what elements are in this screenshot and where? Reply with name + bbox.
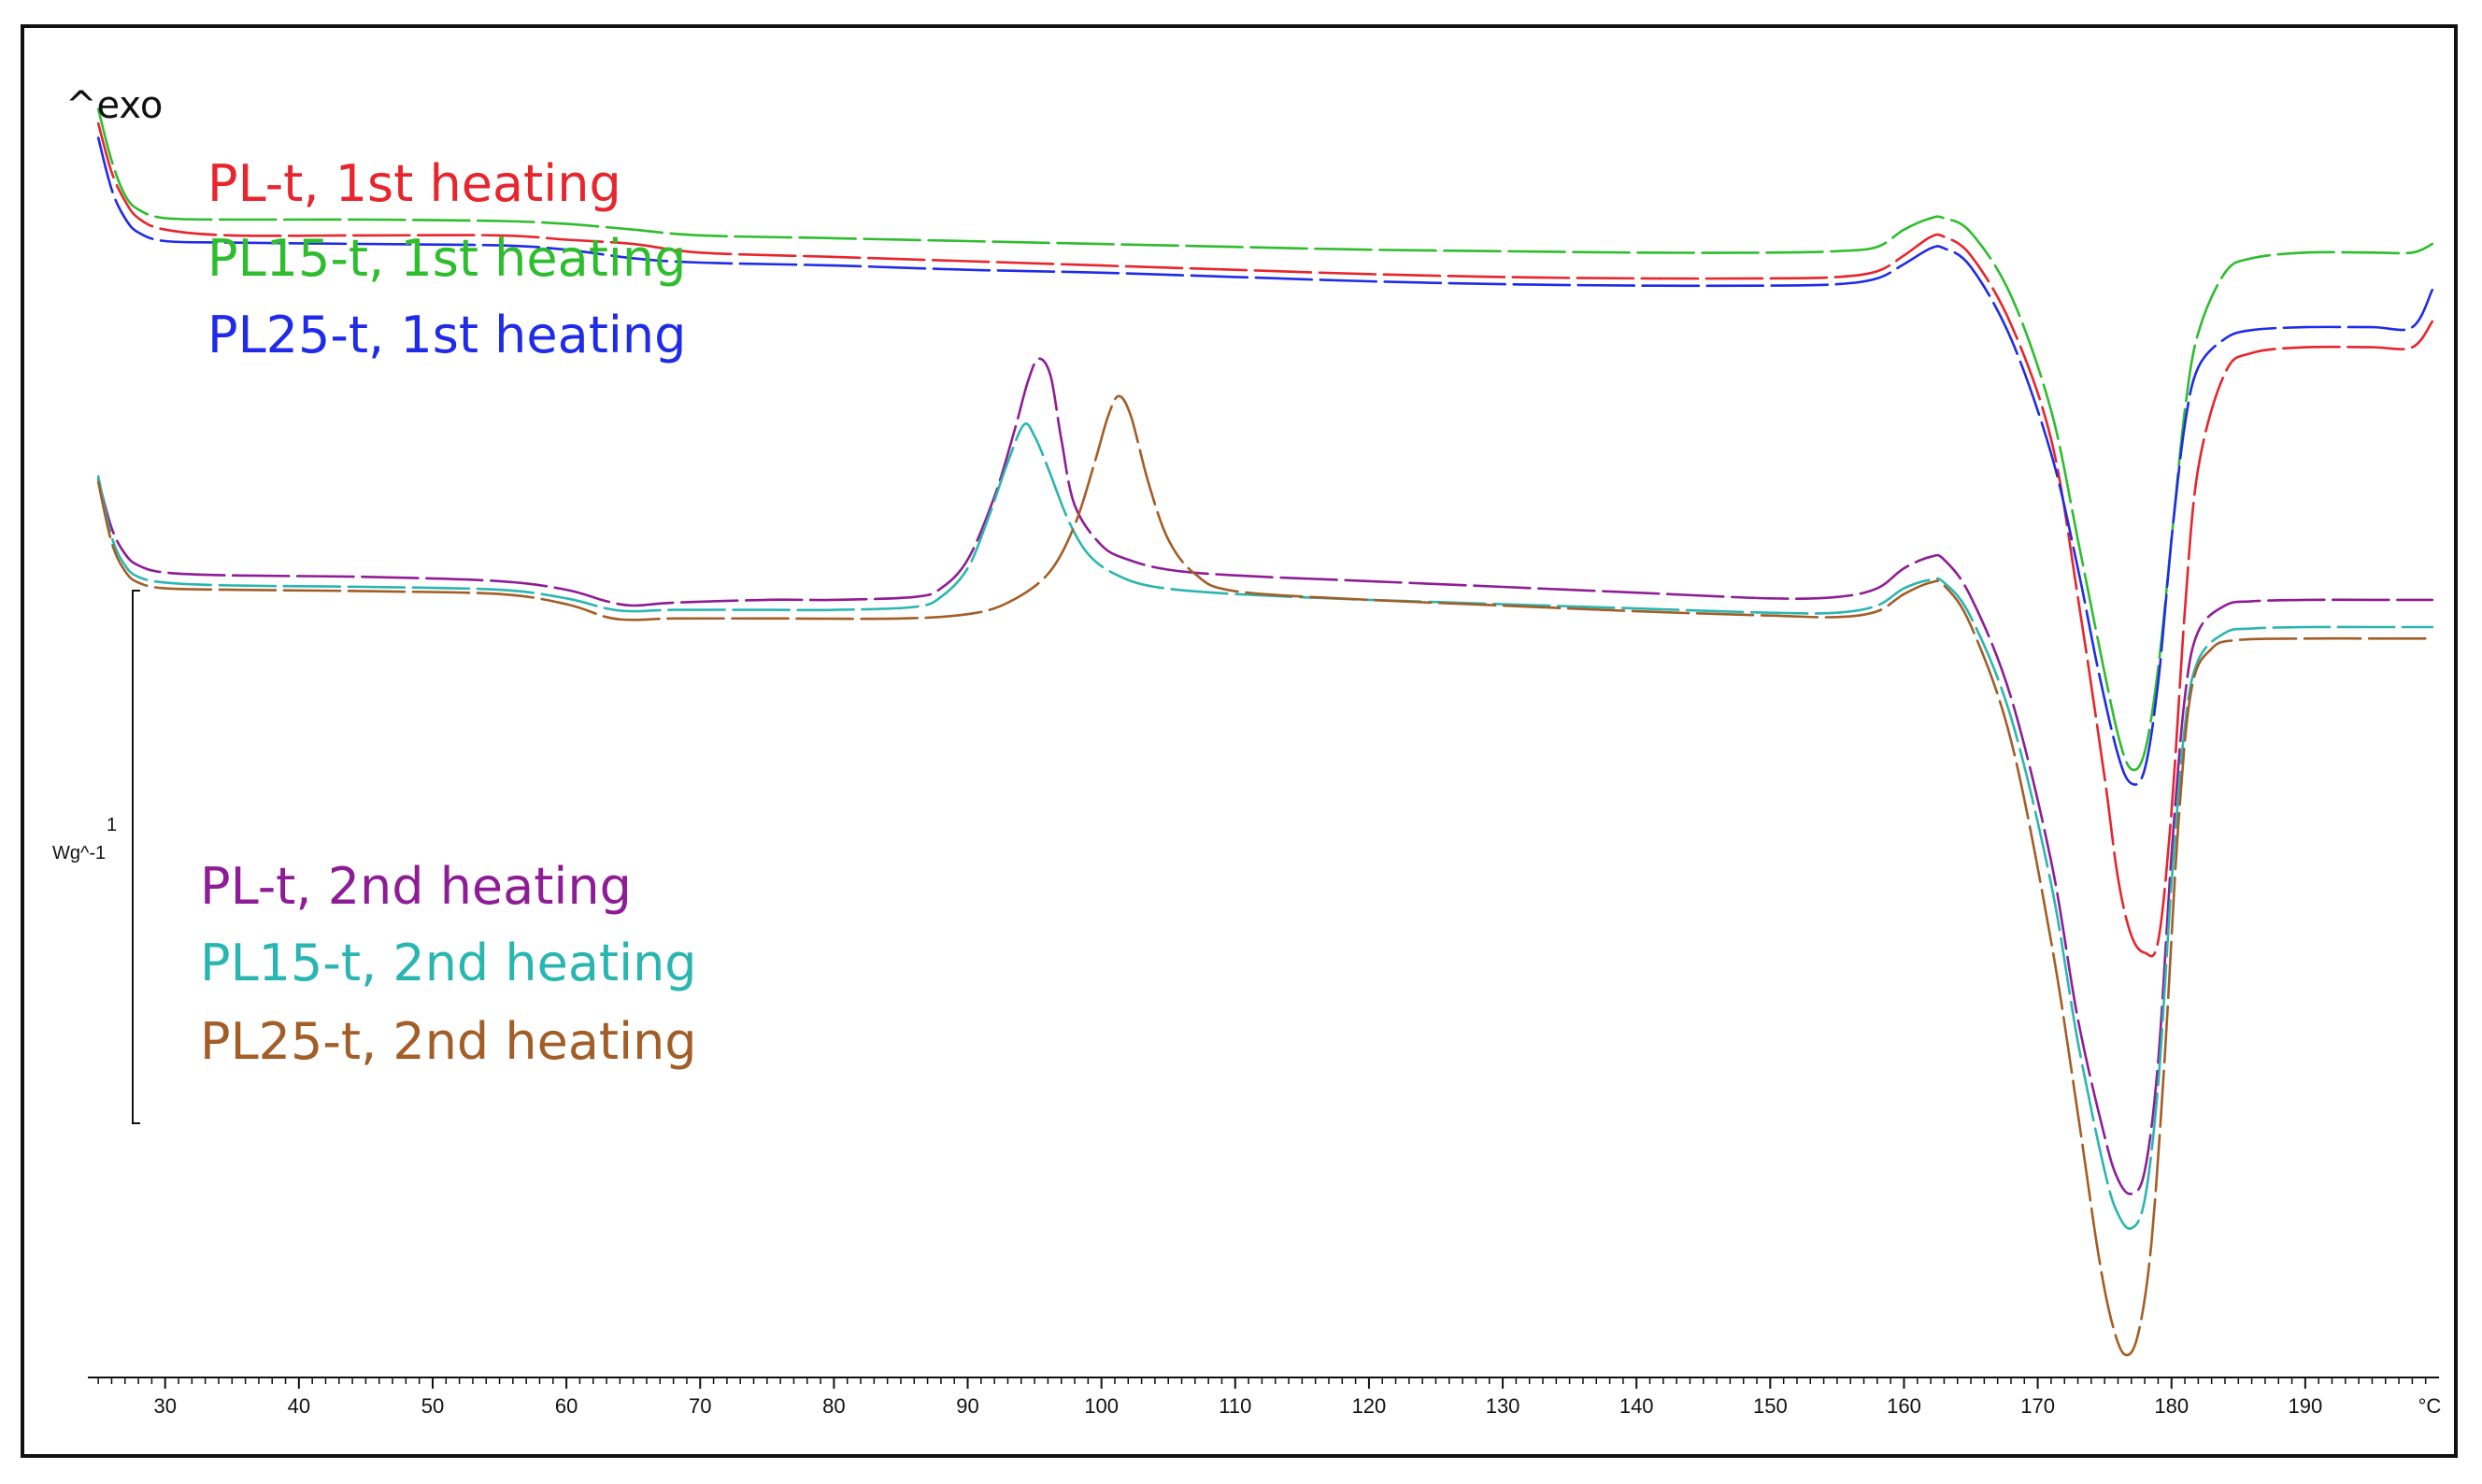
x-tick-label: 180 [2154,1394,2189,1418]
scale-bar-unit: Wg^-1 [52,843,107,863]
x-tick-label: 110 [1219,1394,1251,1418]
scale-bar [132,590,140,1124]
x-tick-label: 120 [1352,1394,1387,1418]
x-tick-label: 30 [153,1394,176,1418]
x-tick-label: 40 [288,1394,310,1418]
legend-pl-t-1st: PL-t, 1st heating [207,154,621,213]
chart-frame [21,24,2458,1458]
x-axis-unit-label: °C [2418,1394,2442,1418]
series-pl15-t-2nd [96,422,2434,1231]
x-tick-label: 140 [1619,1394,1654,1418]
series-pl15-t-1st [96,107,2434,772]
legend-pl15-t-1st: PL15-t, 1st heating [207,229,687,288]
x-tick-label: 80 [822,1394,845,1418]
axis-layer: 30 40 50 60 70 80 90 100 110 120 130 140 150 160 170 18… [88,590,2442,1418]
legend-pl25-t-1st: PL25-t, 1st heating [207,306,687,364]
x-tick-label: 60 [555,1394,578,1418]
x-tick-label: 70 [689,1394,711,1418]
legend-pl-t-2nd: PL-t, 2nd heating [200,857,632,916]
legend-pl15-t-2nd: PL15-t, 2nd heating [200,934,697,992]
x-tick-label: 100 [1084,1394,1119,1418]
series-pl-t-2nd [96,357,2434,1195]
x-tick-label: 170 [2020,1394,2055,1418]
series-pl25-t-2nd [96,394,2434,1357]
series-layer [96,107,2434,1357]
scale-bar-value: 1 [107,815,118,835]
series-pl25-t-1st [96,136,2434,786]
x-tick-label: 190 [2289,1394,2323,1418]
x-tick-label: 150 [1753,1394,1788,1418]
legend-pl25-t-2nd: PL25-t, 2nd heating [200,1012,697,1071]
x-tick-label: 90 [956,1394,978,1418]
x-tick-label: 50 [421,1394,444,1418]
x-tick-label: 130 [1486,1394,1520,1418]
exo-direction-label: ^exo [65,84,164,127]
x-tick-label: 160 [1887,1394,1921,1418]
series-pl-t-1st [96,121,2434,958]
